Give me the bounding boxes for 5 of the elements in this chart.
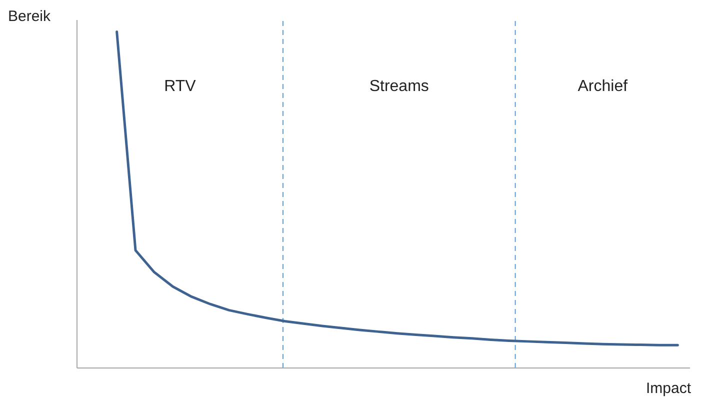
- annotation: Archief: [578, 78, 628, 96]
- annotation: Streams: [369, 78, 429, 96]
- x-axis-title: Impact: [646, 380, 691, 397]
- annotation: RTV: [164, 78, 196, 96]
- y-axis-title: Bereik: [8, 8, 51, 25]
